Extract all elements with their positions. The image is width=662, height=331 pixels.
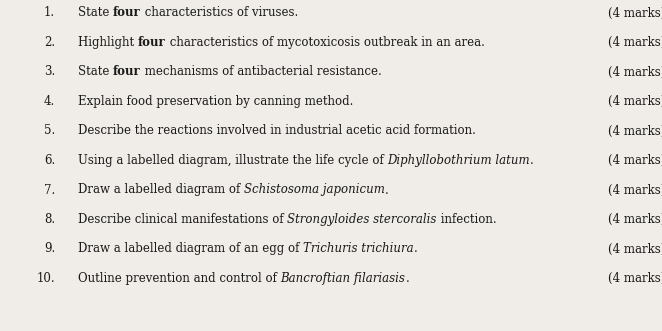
Text: 6.: 6. [44, 154, 55, 167]
Text: Diphyllobothrium latum: Diphyllobothrium latum [387, 154, 530, 167]
Text: Describe clinical manifestations of: Describe clinical manifestations of [78, 213, 287, 226]
Text: mechanisms of antibacterial resistance.: mechanisms of antibacterial resistance. [141, 66, 381, 78]
Text: .: . [530, 154, 534, 167]
Text: 7.: 7. [44, 183, 55, 197]
Text: Draw a labelled diagram of: Draw a labelled diagram of [78, 183, 244, 197]
Text: Bancroftian filariasis: Bancroftian filariasis [281, 272, 406, 285]
Text: (4 marks): (4 marks) [608, 213, 662, 226]
Text: (4 marks): (4 marks) [608, 154, 662, 167]
Text: 9.: 9. [44, 243, 55, 256]
Text: (4 marks): (4 marks) [608, 36, 662, 49]
Text: (4 marks): (4 marks) [608, 124, 662, 137]
Text: 8.: 8. [44, 213, 55, 226]
Text: 3.: 3. [44, 66, 55, 78]
Text: characteristics of viruses.: characteristics of viruses. [141, 7, 298, 20]
Text: .: . [406, 272, 409, 285]
Text: (4 marks): (4 marks) [608, 272, 662, 285]
Text: .: . [414, 243, 418, 256]
Text: characteristics of mycotoxicosis outbreak in an area.: characteristics of mycotoxicosis outbrea… [166, 36, 485, 49]
Text: (4 marks): (4 marks) [608, 183, 662, 197]
Text: infection.: infection. [437, 213, 496, 226]
Text: Using a labelled diagram, illustrate the life cycle of: Using a labelled diagram, illustrate the… [78, 154, 387, 167]
Text: 10.: 10. [36, 272, 55, 285]
Text: Describe the reactions involved in industrial acetic acid formation.: Describe the reactions involved in indus… [78, 124, 476, 137]
Text: Draw a labelled diagram of an egg of: Draw a labelled diagram of an egg of [78, 243, 303, 256]
Text: Schistosoma japonicum: Schistosoma japonicum [244, 183, 385, 197]
Text: four: four [113, 7, 141, 20]
Text: 4.: 4. [44, 95, 55, 108]
Text: (4 marks): (4 marks) [608, 243, 662, 256]
Text: Strongyloides stercoralis: Strongyloides stercoralis [287, 213, 437, 226]
Text: (4 marks): (4 marks) [608, 7, 662, 20]
Text: State: State [78, 7, 113, 20]
Text: Explain food preservation by canning method.: Explain food preservation by canning met… [78, 95, 354, 108]
Text: (4 marks): (4 marks) [608, 95, 662, 108]
Text: four: four [113, 66, 141, 78]
Text: (4 marks): (4 marks) [608, 66, 662, 78]
Text: Trichuris trichiura: Trichuris trichiura [303, 243, 414, 256]
Text: 2.: 2. [44, 36, 55, 49]
Text: Highlight: Highlight [78, 36, 138, 49]
Text: 5.: 5. [44, 124, 55, 137]
Text: four: four [138, 36, 166, 49]
Text: State: State [78, 66, 113, 78]
Text: Outline prevention and control of: Outline prevention and control of [78, 272, 281, 285]
Text: .: . [385, 183, 389, 197]
Text: 1.: 1. [44, 7, 55, 20]
